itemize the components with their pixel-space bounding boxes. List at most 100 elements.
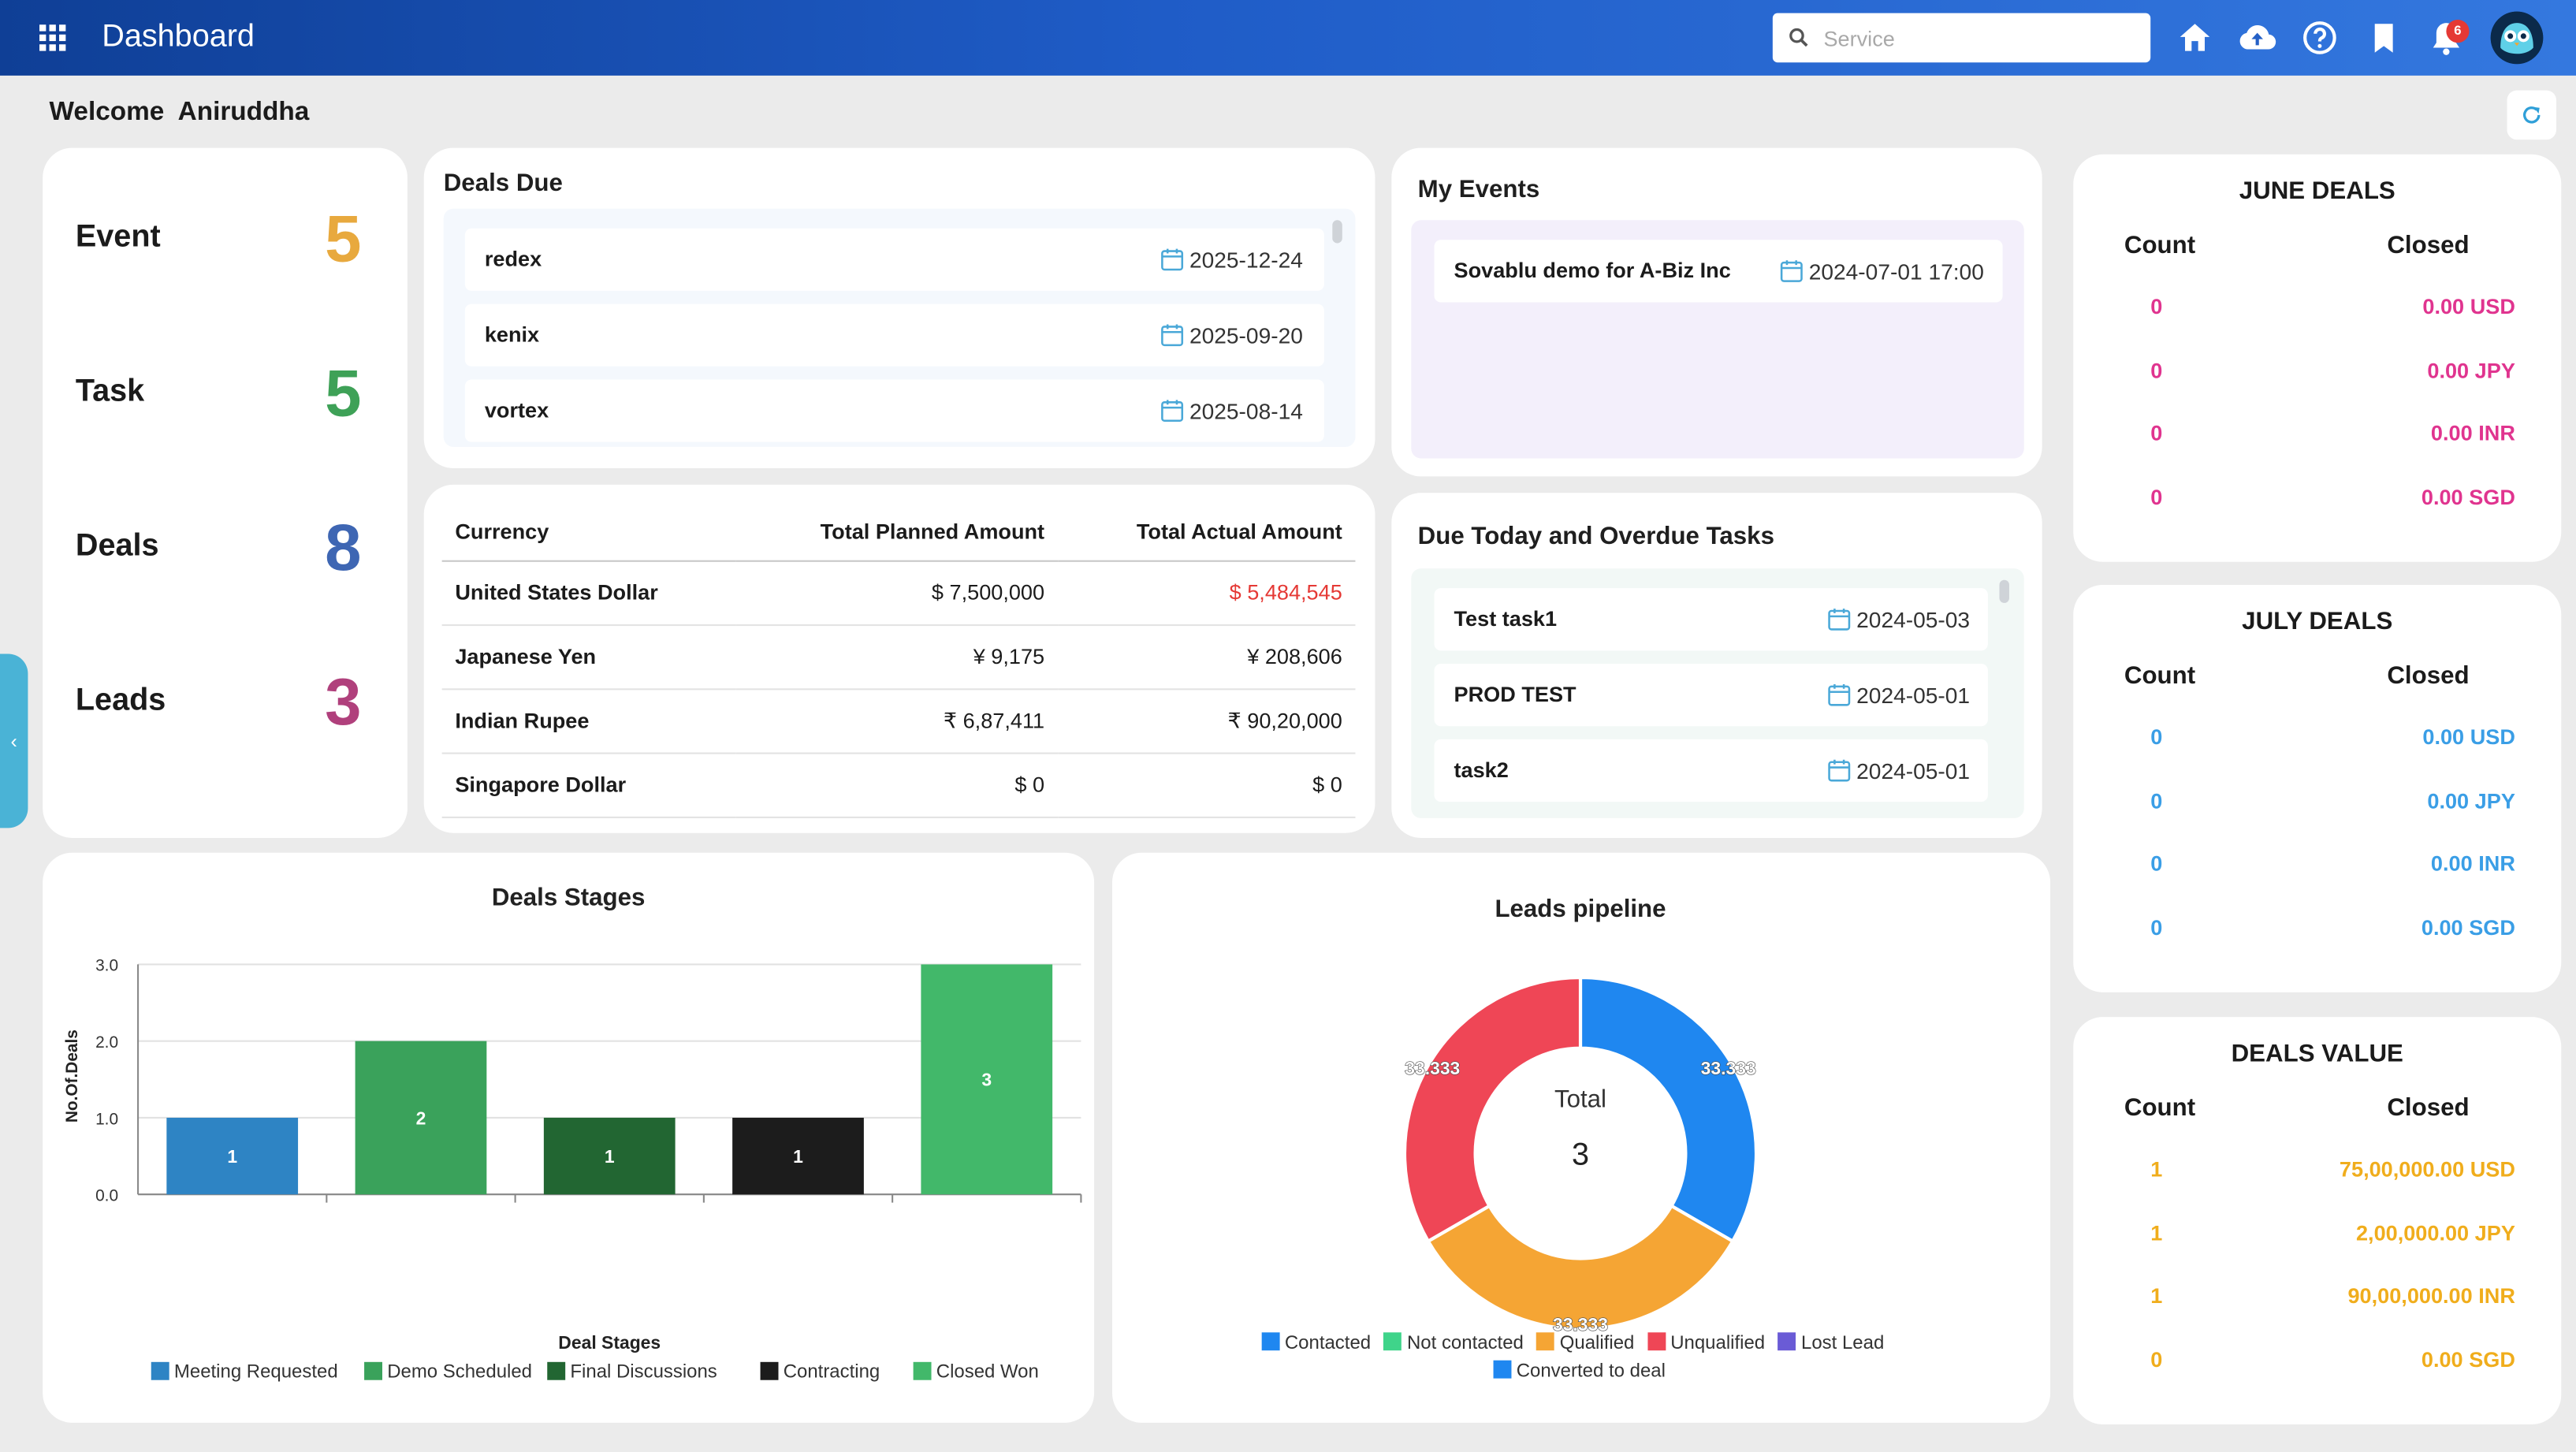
- legend-label: Converted to deal: [1516, 1361, 1666, 1382]
- scrollbar[interactable]: [1332, 220, 1342, 244]
- value-closed-amount: 0.00: [2421, 1346, 2463, 1372]
- july-count-value: 0: [2150, 914, 2163, 940]
- june-closed-value: 0.00 USD: [2422, 294, 2515, 318]
- july-closed-currency: JPY: [2474, 787, 2515, 813]
- bar-demo-scheduled: [355, 1041, 487, 1195]
- stat-deals-label: Deals: [75, 529, 159, 564]
- notification-badge: 6: [2446, 20, 2470, 43]
- currency-totals-table: Currency Total Planned Amount Total Actu…: [441, 504, 1356, 817]
- bar-final-discussions: [543, 1117, 676, 1195]
- search-input[interactable]: [1772, 13, 2151, 63]
- home-icon[interactable]: [2175, 18, 2214, 58]
- deals-value-card: DEALS VALUE Count Closed 1 75,00,000.00 U…: [2073, 1017, 2562, 1425]
- legend-swatch: [1647, 1332, 1666, 1351]
- avatar[interactable]: [2490, 11, 2544, 65]
- refresh-icon: [2523, 106, 2541, 124]
- legend-item[interactable]: Lost Lead: [1778, 1332, 1884, 1353]
- slice-value-label: 33.333: [1553, 1314, 1608, 1335]
- task-name: PROD TEST: [1454, 681, 1576, 707]
- event-item[interactable]: Sovablu demo for A-Biz Inc 2024-07-01 17…: [1434, 240, 2003, 303]
- deal-name: vortex: [484, 397, 549, 423]
- value-count-value: 1: [2150, 1156, 2163, 1182]
- actual-amount: $ 5,484,545: [1057, 560, 1356, 626]
- legend-item[interactable]: Converted to deal: [1493, 1360, 1666, 1382]
- top-navbar: Dashboard 6: [0, 0, 2576, 76]
- slice-unqualified: [1402, 976, 1583, 1244]
- help-icon[interactable]: [2300, 18, 2340, 58]
- july-count-value: 0: [2150, 724, 2163, 750]
- table-row: Singapore Dollar $ 0 $ 0: [441, 752, 1356, 817]
- june-closed-amount: 0.00: [2430, 420, 2473, 445]
- scrollbar[interactable]: [1999, 579, 2009, 603]
- july-closed-value: 0.00 INR: [2431, 851, 2515, 876]
- june-count-value: 0: [2150, 294, 2163, 319]
- planned-amount: ₹ 6,87,411: [735, 688, 1058, 754]
- task-item[interactable]: PROD TEST 2024-05-01: [1434, 664, 1988, 727]
- actual-amount: ₹ 90,20,000: [1057, 688, 1356, 754]
- sidebar-toggle[interactable]: ‹: [0, 653, 28, 828]
- value-closed-amount: 75,00,000.00: [2339, 1156, 2465, 1182]
- value-closed-amount: 2,00,000.00: [2355, 1219, 2470, 1245]
- slice-qualified: [1426, 1203, 1735, 1331]
- table-row: Japanese Yen ¥ 9,175 ¥ 208,606: [441, 624, 1356, 690]
- bookmark-icon[interactable]: [2364, 18, 2403, 58]
- july-count-value: 0: [2150, 851, 2163, 876]
- june-count-value: 0: [2150, 357, 2163, 382]
- legend-label: Not contacted: [1406, 1334, 1524, 1354]
- stat-event-count[interactable]: 5: [325, 203, 362, 277]
- task-item[interactable]: task2 2024-05-01: [1434, 739, 1988, 802]
- stat-deals-count[interactable]: 8: [325, 512, 362, 585]
- legend-item[interactable]: Not contacted: [1383, 1332, 1524, 1354]
- slice-value-label: 33.333: [1405, 1058, 1460, 1078]
- apps-grid-icon[interactable]: [39, 24, 66, 51]
- july-deals-title: JULY DEALS: [2242, 608, 2393, 636]
- y-tick-label: 3.0: [95, 957, 118, 975]
- june-closed-currency: SGD: [2469, 483, 2515, 509]
- stat-leads-count[interactable]: 3: [325, 667, 362, 739]
- refresh-button[interactable]: [2507, 90, 2557, 140]
- deal-due-item[interactable]: redex 2025-12-24: [464, 228, 1324, 291]
- column-header-planned: Total Planned Amount: [735, 504, 1058, 561]
- search-icon: [1789, 28, 1808, 47]
- legend-swatch: [1536, 1332, 1555, 1351]
- deal-name: kenix: [484, 322, 540, 347]
- value-count-value: 0: [2150, 1346, 2163, 1372]
- welcome-message: Welcome Aniruddha: [50, 99, 310, 128]
- june-closed-amount: 0.00: [2427, 357, 2470, 382]
- deal-due-date: 2025-09-20: [1189, 323, 1303, 348]
- legend-item[interactable]: Unqualified: [1647, 1332, 1765, 1353]
- actual-amount: ¥ 208,606: [1057, 624, 1356, 690]
- currency-name: Japanese Yen: [441, 624, 736, 690]
- calendar-icon: [1828, 609, 1851, 631]
- value-count-value: 1: [2150, 1283, 2163, 1309]
- tasks-card: Due Today and Overdue Tasks Test task1 2…: [1391, 493, 2042, 838]
- event-datetime: 2024-07-01 17:00: [1808, 259, 1984, 285]
- calendar-icon: [1828, 759, 1851, 782]
- planned-amount: ¥ 9,175: [735, 624, 1058, 690]
- task-item[interactable]: Test task1 2024-05-03: [1434, 588, 1988, 651]
- june-closed-value: 0.00 JPY: [2427, 357, 2515, 382]
- deal-due-date: 2025-08-14: [1189, 399, 1303, 424]
- legend-swatch: [1261, 1332, 1280, 1351]
- deal-due-item[interactable]: vortex 2025-08-14: [464, 379, 1324, 442]
- legend-item[interactable]: Qualified: [1536, 1332, 1634, 1353]
- bar-contracting: [732, 1117, 864, 1195]
- value-closed-currency: SGD: [2469, 1346, 2515, 1372]
- legend-item[interactable]: Contacted: [1261, 1332, 1371, 1353]
- june-closed-header: Closed: [2387, 231, 2470, 260]
- cloud-upload-icon[interactable]: [2238, 18, 2277, 58]
- currency-name: United States Dollar: [441, 560, 736, 626]
- column-header-currency: Currency: [441, 504, 736, 561]
- stat-task-label: Task: [75, 374, 145, 409]
- june-closed-currency: INR: [2478, 420, 2515, 445]
- page-title: Dashboard: [102, 20, 255, 54]
- welcome-user-name: Aniruddha: [177, 99, 310, 127]
- june-deals-title: JUNE DEALS: [2239, 177, 2395, 206]
- stat-task-count[interactable]: 5: [325, 358, 362, 431]
- task-due-date: 2024-05-01: [1856, 683, 1971, 709]
- deal-due-date: 2025-12-24: [1189, 248, 1303, 273]
- value-count-value: 1: [2150, 1219, 2163, 1245]
- value-closed-value: 2,00,000.00 JPY: [2356, 1220, 2515, 1245]
- deal-due-item[interactable]: kenix 2025-09-20: [464, 303, 1324, 367]
- x-axis-label: Deal Stages: [558, 1332, 661, 1353]
